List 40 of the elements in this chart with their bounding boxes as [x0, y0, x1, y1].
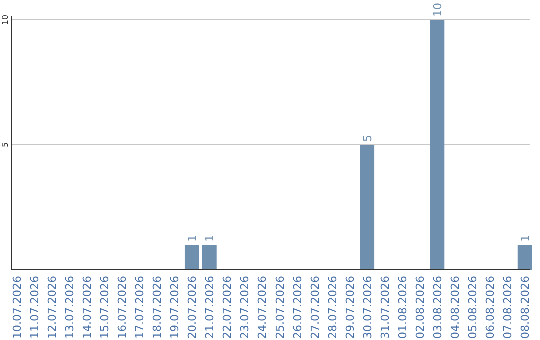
x-tick-label: 08.08.2026: [519, 276, 532, 339]
x-tick-label: 01.08.2026: [396, 276, 410, 339]
x-tick-label: 28.07.2026: [326, 276, 340, 339]
data-label: 1: [519, 235, 532, 242]
x-tick-label: 03.08.2026: [431, 276, 444, 339]
x-tick-label: 18.07.2026: [151, 276, 164, 339]
x-tick-label: 26.07.2026: [291, 276, 304, 339]
data-label: 10: [431, 3, 444, 17]
x-tick-label: 17.07.2026: [134, 276, 147, 339]
x-tick-label: 06.08.2026: [484, 276, 498, 339]
bar: [202, 245, 217, 270]
x-tick-label: 16.07.2026: [116, 276, 130, 339]
data-label: 1: [204, 235, 217, 242]
x-tick-label: 10.07.2026: [10, 276, 24, 339]
x-tick-label: 31.07.2026: [378, 276, 392, 339]
x-tick-label: 19.07.2026: [168, 276, 182, 339]
bar: [184, 245, 200, 270]
x-tick-label: 23.07.2026: [238, 276, 252, 339]
x-tick-label: 22.07.2026: [221, 276, 234, 339]
x-tick-label: 30.07.2026: [361, 276, 374, 339]
x-tick-label: 27.07.2026: [308, 276, 322, 339]
x-tick-label: 11.07.2026: [28, 276, 42, 339]
bar: [518, 245, 532, 270]
x-tick-label: 25.07.2026: [274, 276, 287, 339]
x-tick-label: 05.08.2026: [466, 276, 480, 339]
x-tick-label: 04.08.2026: [448, 276, 462, 339]
x-tick-label: 07.08.2026: [502, 276, 515, 339]
x-tick-label: 15.07.2026: [98, 276, 112, 339]
data-label: 5: [361, 135, 374, 142]
x-tick-label: 12.07.2026: [46, 276, 59, 339]
x-tick-label: 02.08.2026: [414, 276, 427, 339]
data-label: 1: [186, 235, 200, 242]
bar: [360, 145, 375, 270]
x-tick-label: 14.07.2026: [81, 276, 94, 339]
bar: [430, 20, 445, 270]
x-tick-label: 24.07.2026: [256, 276, 270, 339]
x-tick-label: 20.07.2026: [186, 276, 200, 339]
x-tick-label: 21.07.2026: [204, 276, 217, 339]
x-tick-label: 29.07.2026: [344, 276, 357, 339]
x-tick-label: 13.07.2026: [64, 276, 76, 339]
